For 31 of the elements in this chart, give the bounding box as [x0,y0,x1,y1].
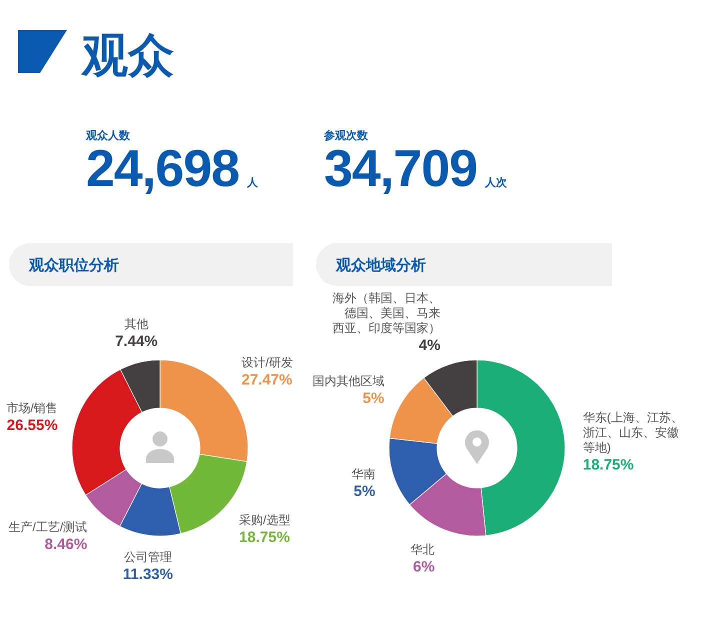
data-label: 11.33% [122,566,173,584]
slice-label: 设计/研发 [242,355,293,370]
text: 人次 [484,177,508,189]
chart-title: 观众地域分析 [335,257,426,274]
slice-label: 生产/工艺/测试 [8,520,88,534]
text: 24,698 [86,140,240,198]
data-label: 6% [412,558,435,576]
data-label: 18.75% [239,528,290,546]
slice-label: 国内其他区域 [312,374,384,388]
text: 人 [246,177,260,189]
text: 观众人数 [85,129,131,142]
slice-label: 采购/选型 [239,512,290,527]
data-label: 4% [418,336,440,354]
text: 参观次数 [323,129,369,142]
slice-label: 市场/销售 [6,400,58,415]
chart-title: 观众职位分析 [28,257,119,274]
data-label: 26.55% [6,416,58,434]
slice-label: 华南 [351,466,376,481]
data-label: 5% [354,482,376,500]
slice-label: 其他 [124,317,148,332]
slice-label: 公司管理 [124,550,172,564]
slice-label: 华东(上海、江苏、浙江、山东、安徽等地) [582,410,683,455]
text: 观众 [80,29,174,81]
data-label: 18.75% [582,456,634,474]
slice-label: 海外（韩国、日本、德国、美国、马来西亚、印度等国家） [332,290,440,335]
data-label: 8.46% [44,536,88,553]
data-label: 7.44% [115,333,158,350]
slice-label: 华北 [410,542,435,556]
data-label: 5% [362,390,384,407]
data-label: 27.47% [242,371,292,388]
text: 34,709 [324,140,478,198]
